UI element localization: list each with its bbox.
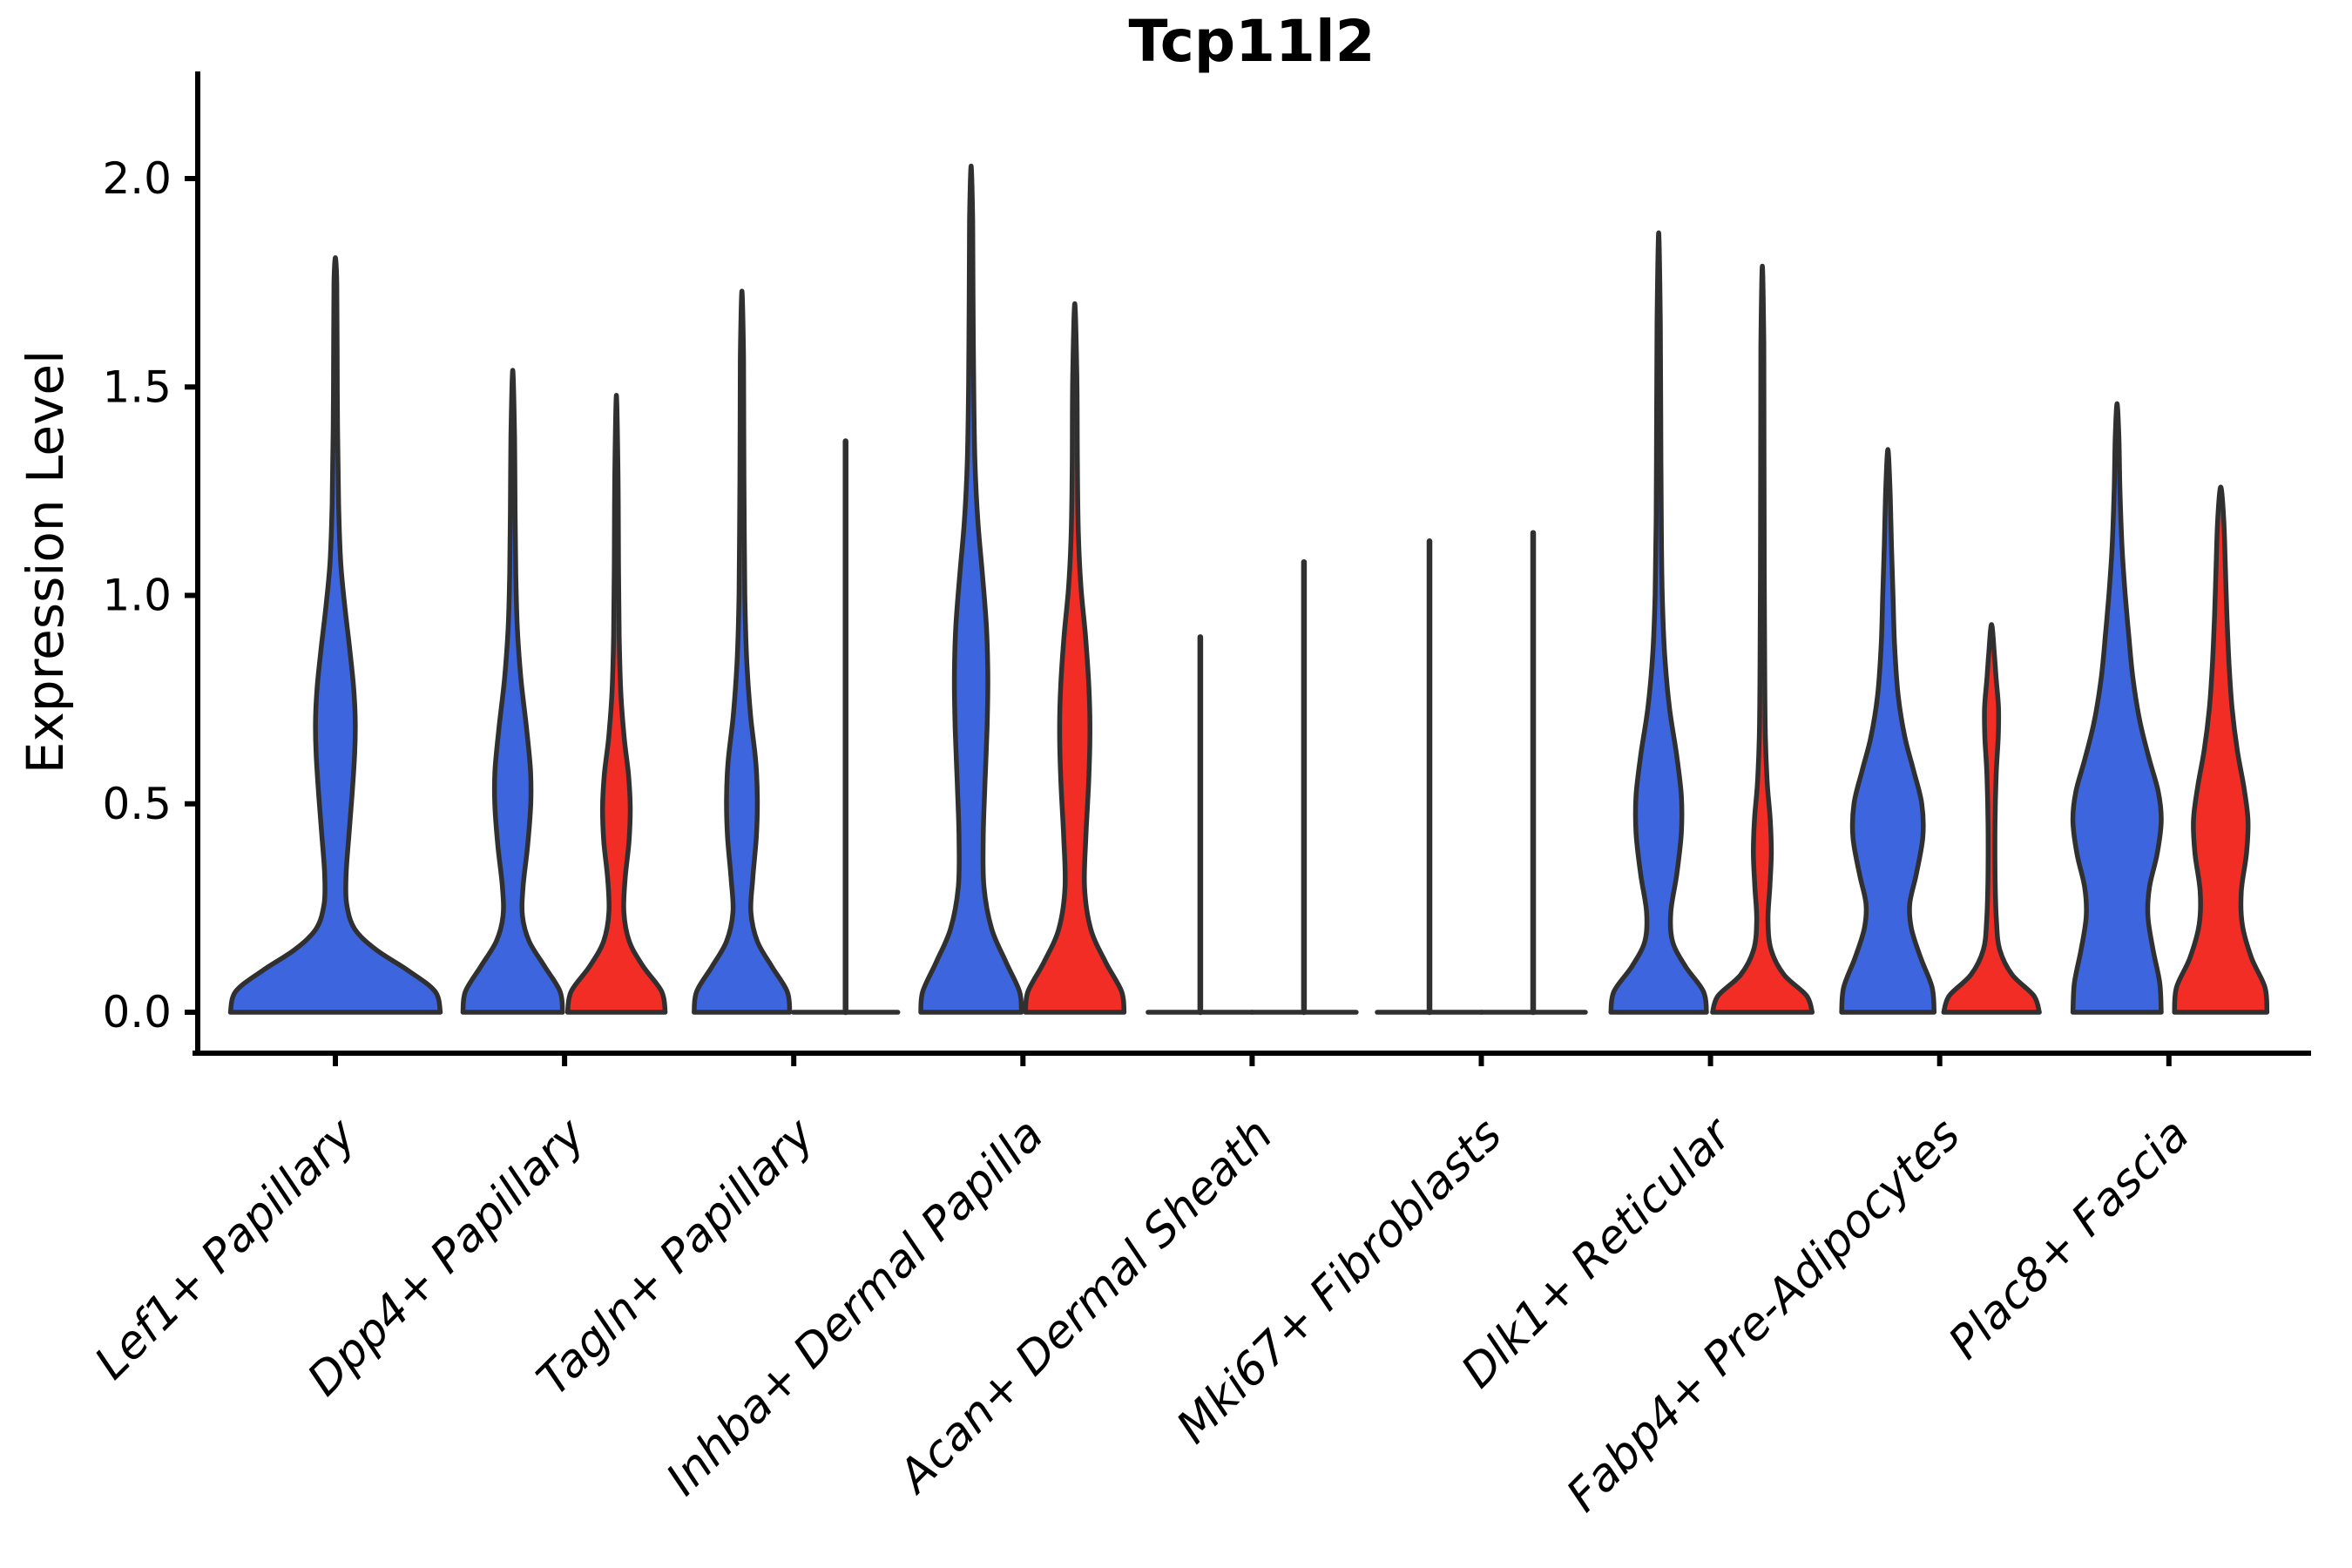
x-tick-label-fabp4-pre-adipocytes: Fabp4+ Pre-Adipocytes <box>1557 1109 1970 1523</box>
y-tick-label: 0.0 <box>102 987 172 1037</box>
y-tick-label: 0.5 <box>102 779 172 829</box>
y-axis-label: Expression Level <box>16 350 75 774</box>
violin-fabp4-pre-adipocytes-blue <box>1839 447 1937 1015</box>
violin-fabp4-pre-adipocytes-red <box>1941 622 2042 1015</box>
x-tick-label-plac8-fascia: Plac8+ Fascia <box>1939 1109 2200 1369</box>
violin-tagln-papillary-blue <box>692 288 793 1015</box>
violin-dlk1-reticular-blue <box>1608 230 1709 1015</box>
y-tick-label: 1.5 <box>102 362 172 412</box>
violin-inhba-dermal-papilla-blue <box>918 163 1024 1015</box>
y-tick-label: 1.0 <box>102 571 172 621</box>
plot-title: Tcp11l2 <box>1128 8 1375 75</box>
y-tick-label: 2.0 <box>102 153 172 204</box>
x-tick-label-inhba-dermal-papilla: Inhba+ Dermal Papilla <box>657 1109 1054 1506</box>
violins <box>227 163 2270 1016</box>
axes: 0.0 0.5 1.0 1.5 2.0 <box>102 71 2311 1066</box>
violin-dlk1-reticular-red <box>1710 263 1815 1015</box>
violin-plac8-fascia-red <box>2172 484 2270 1015</box>
violin-lef1-papillary-blue <box>227 255 443 1015</box>
x-tick-label-acan-dermal-sheath: Acan+ Dermal Sheath <box>888 1109 1283 1504</box>
violin-dpp4-papillary-red <box>564 393 668 1015</box>
violin-inhba-dermal-papilla-red <box>1023 301 1127 1015</box>
violin-plac8-fascia-blue <box>2070 401 2164 1015</box>
violin-dpp4-papillary-blue <box>460 368 565 1015</box>
